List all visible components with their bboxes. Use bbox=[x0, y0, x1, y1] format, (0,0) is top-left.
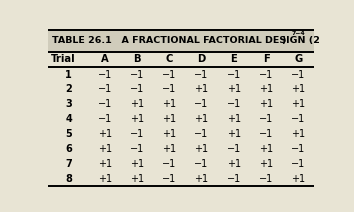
Text: −1: −1 bbox=[162, 159, 176, 169]
Text: TABLE 26.1   A FRACTIONAL FACTORIAL DESIGN (2: TABLE 26.1 A FRACTIONAL FACTORIAL DESIGN… bbox=[52, 36, 320, 45]
Text: +1: +1 bbox=[162, 129, 176, 139]
Text: ): ) bbox=[281, 36, 286, 45]
Text: E: E bbox=[230, 54, 237, 64]
Bar bbox=[48, 82, 314, 97]
Text: +1: +1 bbox=[98, 174, 112, 184]
Text: −1: −1 bbox=[98, 99, 112, 109]
Text: +1: +1 bbox=[98, 144, 112, 154]
Text: A: A bbox=[101, 54, 109, 64]
Text: 2: 2 bbox=[65, 84, 72, 94]
Text: −1: −1 bbox=[162, 174, 176, 184]
Text: +1: +1 bbox=[130, 99, 144, 109]
Bar bbox=[48, 112, 314, 127]
Text: +1: +1 bbox=[98, 129, 112, 139]
Text: B: B bbox=[133, 54, 141, 64]
Text: D: D bbox=[198, 54, 206, 64]
Text: −1: −1 bbox=[98, 70, 112, 80]
Text: −1: −1 bbox=[194, 159, 209, 169]
Bar bbox=[48, 156, 314, 171]
Text: −1: −1 bbox=[98, 84, 112, 94]
Text: −1: −1 bbox=[194, 99, 209, 109]
Text: 8: 8 bbox=[65, 174, 72, 184]
Text: −1: −1 bbox=[227, 144, 241, 154]
Text: −1: −1 bbox=[227, 70, 241, 80]
Text: +1: +1 bbox=[259, 84, 273, 94]
Text: +1: +1 bbox=[98, 159, 112, 169]
Text: −1: −1 bbox=[130, 129, 144, 139]
Bar bbox=[48, 127, 314, 142]
Bar bbox=[48, 97, 314, 112]
Bar bbox=[48, 52, 314, 67]
Text: −1: −1 bbox=[130, 84, 144, 94]
Text: +1: +1 bbox=[227, 129, 241, 139]
Bar bbox=[48, 142, 314, 156]
Text: +1: +1 bbox=[259, 159, 273, 169]
Text: 7: 7 bbox=[65, 159, 72, 169]
Bar bbox=[48, 171, 314, 186]
Text: +1: +1 bbox=[291, 84, 306, 94]
Text: −1: −1 bbox=[162, 84, 176, 94]
Text: −1: −1 bbox=[291, 159, 306, 169]
Text: +1: +1 bbox=[291, 129, 306, 139]
Text: −1: −1 bbox=[291, 144, 306, 154]
Text: 4: 4 bbox=[65, 114, 72, 124]
Text: +1: +1 bbox=[195, 114, 209, 124]
Text: −1: −1 bbox=[194, 129, 209, 139]
Text: −1: −1 bbox=[291, 114, 306, 124]
Text: 3: 3 bbox=[65, 99, 72, 109]
Text: −1: −1 bbox=[130, 144, 144, 154]
Text: 1: 1 bbox=[65, 70, 72, 80]
Text: +1: +1 bbox=[259, 99, 273, 109]
Text: −1: −1 bbox=[130, 70, 144, 80]
Bar bbox=[48, 29, 314, 52]
Text: +1: +1 bbox=[130, 159, 144, 169]
Text: Trial: Trial bbox=[51, 54, 75, 64]
Text: +1: +1 bbox=[291, 99, 306, 109]
Text: +1: +1 bbox=[130, 174, 144, 184]
Text: 7−4: 7−4 bbox=[292, 31, 306, 36]
Text: +1: +1 bbox=[162, 144, 176, 154]
Text: +1: +1 bbox=[259, 144, 273, 154]
Text: F: F bbox=[263, 54, 269, 64]
Text: +1: +1 bbox=[291, 174, 306, 184]
Text: +1: +1 bbox=[195, 144, 209, 154]
Text: +1: +1 bbox=[227, 159, 241, 169]
Text: +1: +1 bbox=[195, 174, 209, 184]
Text: +1: +1 bbox=[227, 84, 241, 94]
Text: −1: −1 bbox=[259, 129, 273, 139]
Text: +1: +1 bbox=[227, 114, 241, 124]
Text: 5: 5 bbox=[65, 129, 72, 139]
Text: −1: −1 bbox=[227, 174, 241, 184]
Text: −1: −1 bbox=[259, 70, 273, 80]
Text: +1: +1 bbox=[195, 84, 209, 94]
Text: +1: +1 bbox=[130, 114, 144, 124]
Text: −1: −1 bbox=[194, 70, 209, 80]
Text: −1: −1 bbox=[259, 114, 273, 124]
Text: −1: −1 bbox=[98, 114, 112, 124]
Text: −1: −1 bbox=[227, 99, 241, 109]
Text: +1: +1 bbox=[162, 114, 176, 124]
Text: −1: −1 bbox=[291, 70, 306, 80]
Text: −1: −1 bbox=[259, 174, 273, 184]
Text: G: G bbox=[294, 54, 302, 64]
Text: −1: −1 bbox=[162, 70, 176, 80]
Text: 6: 6 bbox=[65, 144, 72, 154]
Text: +1: +1 bbox=[162, 99, 176, 109]
Bar bbox=[48, 67, 314, 82]
Text: C: C bbox=[166, 54, 173, 64]
